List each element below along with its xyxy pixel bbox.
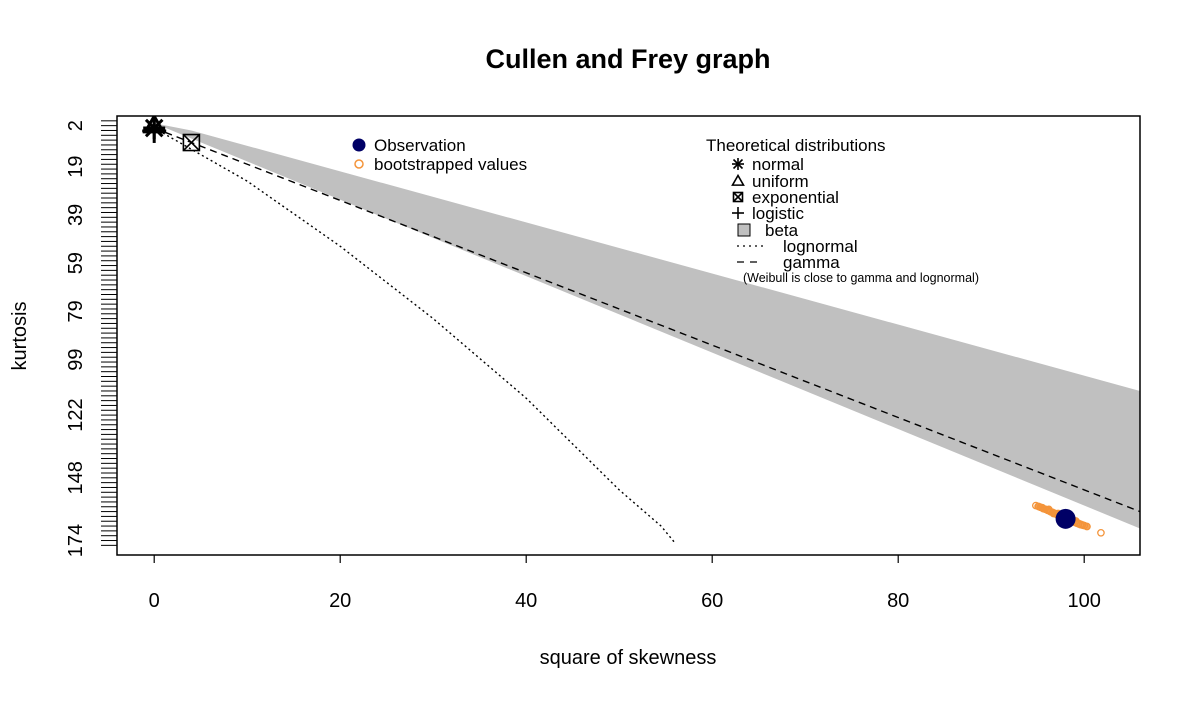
y-axis-label: kurtosis [9,302,31,371]
legend-uniform-label: uniform [752,172,809,191]
beta-marker-box [737,223,751,237]
x-tick-label: 0 [149,590,160,612]
legend-exponential-marker [732,191,744,203]
bootstrap-point [1097,528,1105,537]
legend-title: Theoretical distributions [706,136,886,155]
y-tick-label: 39 [65,204,87,226]
x-tick-label: 60 [701,590,723,612]
y-tick-label: 59 [65,252,87,274]
y-tick-label: 148 [65,461,87,494]
y-tick-label: 99 [65,348,87,370]
normal-marker-stroke [732,158,744,170]
legend-logistic-marker [732,207,744,219]
y-tick-label: 174 [65,524,87,557]
legend-theoretical: Theoretical distributionsnormaluniformex… [706,136,979,285]
y-tick-label: 122 [65,398,87,431]
legend-exponential-label: exponential [752,188,839,207]
exponential-point [182,133,201,152]
legend-uniform-marker [731,173,745,186]
y-tick-label: 79 [65,300,87,322]
exponential-marker-cross [182,133,200,152]
legend-beta-marker [737,223,751,237]
x-tick-label: 80 [887,590,909,612]
lognormal-curve [153,127,676,544]
gamma-line [153,127,1140,513]
x-tick-label: 20 [329,590,351,612]
exponential-marker-box [182,133,201,152]
legend-gamma-label: gamma [783,253,840,272]
exponential-marker-box [732,191,744,203]
legend-observation-marker [352,138,366,152]
legend-observation-label: Observation [374,136,466,155]
uniform-marker-shape [731,173,745,186]
chart-title: Cullen and Frey graph [485,44,770,74]
observation-point [1055,508,1076,529]
x-tick-label: 100 [1068,590,1101,612]
legend-bootstrap-marker [354,159,364,169]
y-tick-label: 19 [65,156,87,178]
legend-normal-marker [732,158,744,170]
beta-region [154,123,1140,529]
legend-beta-label: beta [765,221,799,240]
legend-bootstrap-label: bootstrapped values [374,155,527,174]
plot-content [142,116,1140,544]
legend-note: (Weibull is close to gamma and lognormal… [743,271,979,285]
exponential-marker-cross [732,191,744,203]
legend-lognormal-label: lognormal [783,237,858,256]
x-tick-label: 40 [515,590,537,612]
x-axis-label: square of skewness [540,647,717,669]
legend-logistic-label: logistic [752,204,804,223]
y-tick-label: 2 [65,120,87,131]
logistic-point [142,118,167,143]
x-axis: 0 20 40 60 80 100 [149,555,1101,612]
y-axis: 2 19 39 59 79 99 122 148 174 [65,120,117,557]
legend-normal-label: normal [752,155,804,174]
plot-frame [116,115,1141,556]
